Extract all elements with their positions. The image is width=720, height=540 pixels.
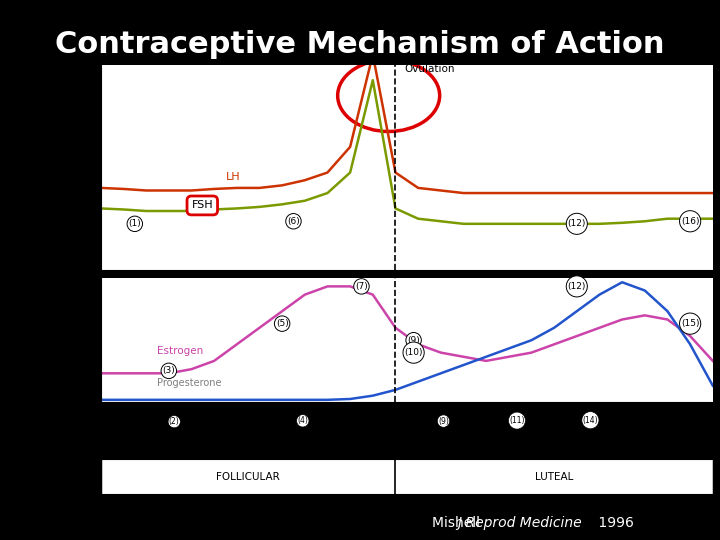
Text: (2): (2)	[169, 417, 179, 426]
Text: OVARIAN
FOLLICLE: OVARIAN FOLLICLE	[40, 422, 78, 442]
Text: (11): (11)	[509, 416, 525, 425]
Text: (14): (14)	[582, 416, 598, 424]
Text: 28: 28	[706, 496, 719, 506]
Y-axis label: Plasma gonadotropins
(arbitrary units): Plasma gonadotropins (arbitrary units)	[55, 117, 75, 218]
Text: Contraceptive Mechanism of Action: Contraceptive Mechanism of Action	[55, 30, 665, 59]
Text: 1996: 1996	[594, 516, 634, 530]
Text: FSH: FSH	[192, 200, 213, 211]
Text: 20: 20	[526, 496, 538, 506]
Text: (3): (3)	[163, 366, 175, 375]
Text: 1: 1	[98, 496, 104, 506]
Text: (10): (10)	[405, 348, 423, 357]
Text: (9): (9)	[408, 336, 420, 345]
Text: Progesterone: Progesterone	[158, 378, 222, 388]
Y-axis label: Plasma steroids
(arbitrary units): Plasma steroids (arbitrary units)	[55, 304, 75, 376]
Text: DAY: DAY	[40, 496, 59, 506]
Text: (4): (4)	[297, 416, 308, 426]
Text: (5): (5)	[276, 319, 289, 328]
Text: 5: 5	[189, 496, 194, 506]
Text: (15): (15)	[681, 319, 699, 328]
Text: 25: 25	[639, 496, 651, 506]
Text: LUTEAL: LUTEAL	[535, 471, 573, 482]
Text: OVARIAN
PHASE: OVARIAN PHASE	[40, 467, 78, 486]
Text: LH: LH	[225, 172, 240, 182]
Text: Mishell: Mishell	[432, 516, 485, 530]
Text: 15: 15	[412, 496, 424, 506]
Text: (9): (9)	[438, 416, 449, 426]
Text: (12): (12)	[567, 219, 586, 228]
Text: (16): (16)	[681, 217, 699, 226]
Text: (6): (6)	[287, 217, 300, 226]
Text: (1): (1)	[128, 219, 141, 228]
Text: (12): (12)	[567, 282, 586, 291]
Text: Ovulation: Ovulation	[405, 64, 455, 75]
Text: 10: 10	[299, 496, 311, 506]
Text: FOLLICULAR: FOLLICULAR	[216, 471, 280, 482]
Text: Estrogen: Estrogen	[158, 346, 204, 356]
Text: J Reprod Medicine: J Reprod Medicine	[457, 516, 582, 530]
Text: (7): (7)	[355, 282, 368, 291]
